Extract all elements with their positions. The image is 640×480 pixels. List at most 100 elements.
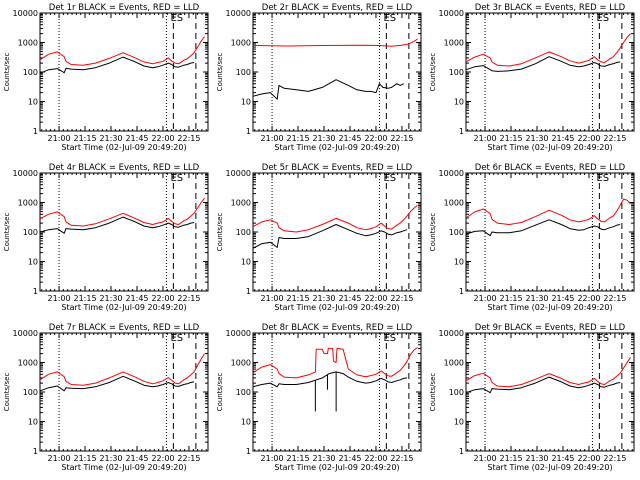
x-tick-label: 21:30 (525, 134, 548, 143)
x-axis-label: Start Time (02-Jul-09 20:49:20) (61, 143, 186, 152)
x-tick-label: 21:45 (125, 134, 148, 143)
panel-det-1: Det 1r BLACK = Events, RED = LLD 1 10 100 10… (3, 3, 209, 152)
y-axis-label: Counts/sec (3, 53, 11, 92)
x-tick-label: 21:45 (338, 134, 361, 143)
series-events (39, 375, 195, 392)
panel-det-5: Det 5r BLACK = Events, RED = LLD 1 10 100 10… (216, 163, 422, 312)
y-tick-label: 100 (23, 228, 38, 237)
x-tick-label: 21:15 (499, 134, 522, 143)
y-tick-label: 10000 (226, 329, 251, 338)
x-tick-label: 21:30 (312, 134, 335, 143)
y-tick-label: 10000 (439, 169, 464, 178)
y-tick-label: 100 (236, 388, 251, 397)
y-tick-label: 1000 (444, 359, 464, 368)
x-axis-label: Start Time (02-Jul-09 20:49:20) (274, 303, 399, 312)
y-tick-label: 1000 (18, 199, 38, 208)
y-tick-label: 1 (246, 127, 251, 136)
y-tick-label: 10 (241, 98, 251, 107)
x-tick-label: 21:00 (474, 294, 497, 303)
es-annotation: ES (596, 333, 609, 344)
y-tick-label: 10 (454, 418, 464, 427)
panel-title: Det 6r BLACK = Events, RED = LLD (475, 163, 626, 173)
x-tick-label: 21:00 (48, 294, 71, 303)
es-annotation: ES (383, 173, 396, 184)
plot-frame (39, 12, 209, 132)
x-tick-label: 22:15 (603, 454, 626, 463)
y-tick-label: 10 (241, 258, 251, 267)
y-tick-label: 1 (33, 447, 38, 456)
x-axis-label: Start Time (02-Jul-09 20:49:20) (487, 303, 612, 312)
x-tick-label: 22:00 (151, 134, 174, 143)
y-axis-label: Counts/sec (216, 213, 224, 252)
y-tick-label: 10000 (439, 9, 464, 18)
series-lld (252, 38, 418, 47)
y-axis-label: Counts/sec (429, 373, 437, 412)
y-tick-label: 1000 (18, 39, 38, 48)
series-events (465, 376, 621, 394)
series-lld (252, 347, 418, 379)
x-tick-label: 22:15 (177, 454, 200, 463)
panel-title: Det 2r BLACK = Events, RED = LLD (262, 3, 413, 13)
series-events (465, 56, 621, 72)
y-tick-label: 100 (23, 68, 38, 77)
x-tick-label: 21:30 (99, 454, 122, 463)
x-tick-label: 21:30 (525, 294, 548, 303)
y-tick-label: 100 (23, 388, 38, 397)
series-events (252, 371, 408, 388)
x-tick-label: 21:15 (499, 294, 522, 303)
y-axis-label: Counts/sec (429, 53, 437, 92)
y-tick-label: 100 (236, 68, 251, 77)
es-annotation: ES (170, 13, 183, 24)
x-tick-label: 22:00 (577, 134, 600, 143)
x-tick-label: 21:00 (474, 454, 497, 463)
y-tick-label: 1 (33, 127, 38, 136)
plot-frame (465, 172, 635, 292)
x-tick-label: 21:15 (73, 134, 96, 143)
y-tick-label: 10000 (13, 329, 38, 338)
series-lld (465, 33, 631, 67)
y-tick-label: 100 (449, 388, 464, 397)
es-annotation: ES (170, 333, 183, 344)
x-tick-label: 21:45 (551, 134, 574, 143)
y-tick-label: 1 (459, 287, 464, 296)
plot-frame (465, 12, 635, 132)
series-lld (465, 357, 631, 388)
plot-frame (465, 332, 635, 452)
panel-title: Det 4r BLACK = Events, RED = LLD (49, 163, 200, 173)
x-tick-label: 22:00 (151, 454, 174, 463)
series-lld (252, 205, 418, 233)
x-tick-label: 21:30 (99, 294, 122, 303)
y-tick-label: 1000 (18, 359, 38, 368)
panel-det-2: Det 2r BLACK = Events, RED = LLD 1 10 100 10… (216, 3, 422, 152)
y-tick-label: 100 (449, 68, 464, 77)
y-tick-label: 1000 (231, 199, 251, 208)
es-annotation: ES (383, 333, 396, 344)
y-axis-label: Counts/sec (216, 53, 224, 92)
x-tick-label: 21:30 (99, 134, 122, 143)
x-tick-label: 22:00 (364, 134, 387, 143)
y-tick-label: 10000 (13, 169, 38, 178)
x-tick-label: 22:15 (603, 134, 626, 143)
y-tick-label: 10000 (226, 9, 251, 18)
plot-frame (252, 172, 422, 292)
x-tick-label: 21:15 (73, 294, 96, 303)
x-tick-label: 21:45 (125, 294, 148, 303)
x-tick-label: 21:45 (338, 294, 361, 303)
series-lld (39, 36, 205, 66)
x-axis-label: Start Time (02-Jul-09 20:49:20) (61, 463, 186, 472)
y-tick-label: 1 (459, 447, 464, 456)
series-events (39, 216, 195, 234)
x-tick-label: 21:15 (286, 454, 309, 463)
plot-frame (39, 332, 209, 452)
series-events (465, 219, 621, 237)
panel-det-4: Det 4r BLACK = Events, RED = LLD 1 10 100 10… (3, 163, 209, 312)
y-axis-label: Counts/sec (3, 213, 11, 252)
x-tick-label: 21:00 (474, 134, 497, 143)
x-tick-label: 22:15 (177, 134, 200, 143)
panel-det-3: Det 3r BLACK = Events, RED = LLD 1 10 100 10… (429, 3, 635, 152)
y-tick-label: 10000 (13, 9, 38, 18)
x-axis-label: Start Time (02-Jul-09 20:49:20) (487, 463, 612, 472)
y-tick-label: 1 (459, 127, 464, 136)
y-tick-label: 10 (28, 418, 38, 427)
